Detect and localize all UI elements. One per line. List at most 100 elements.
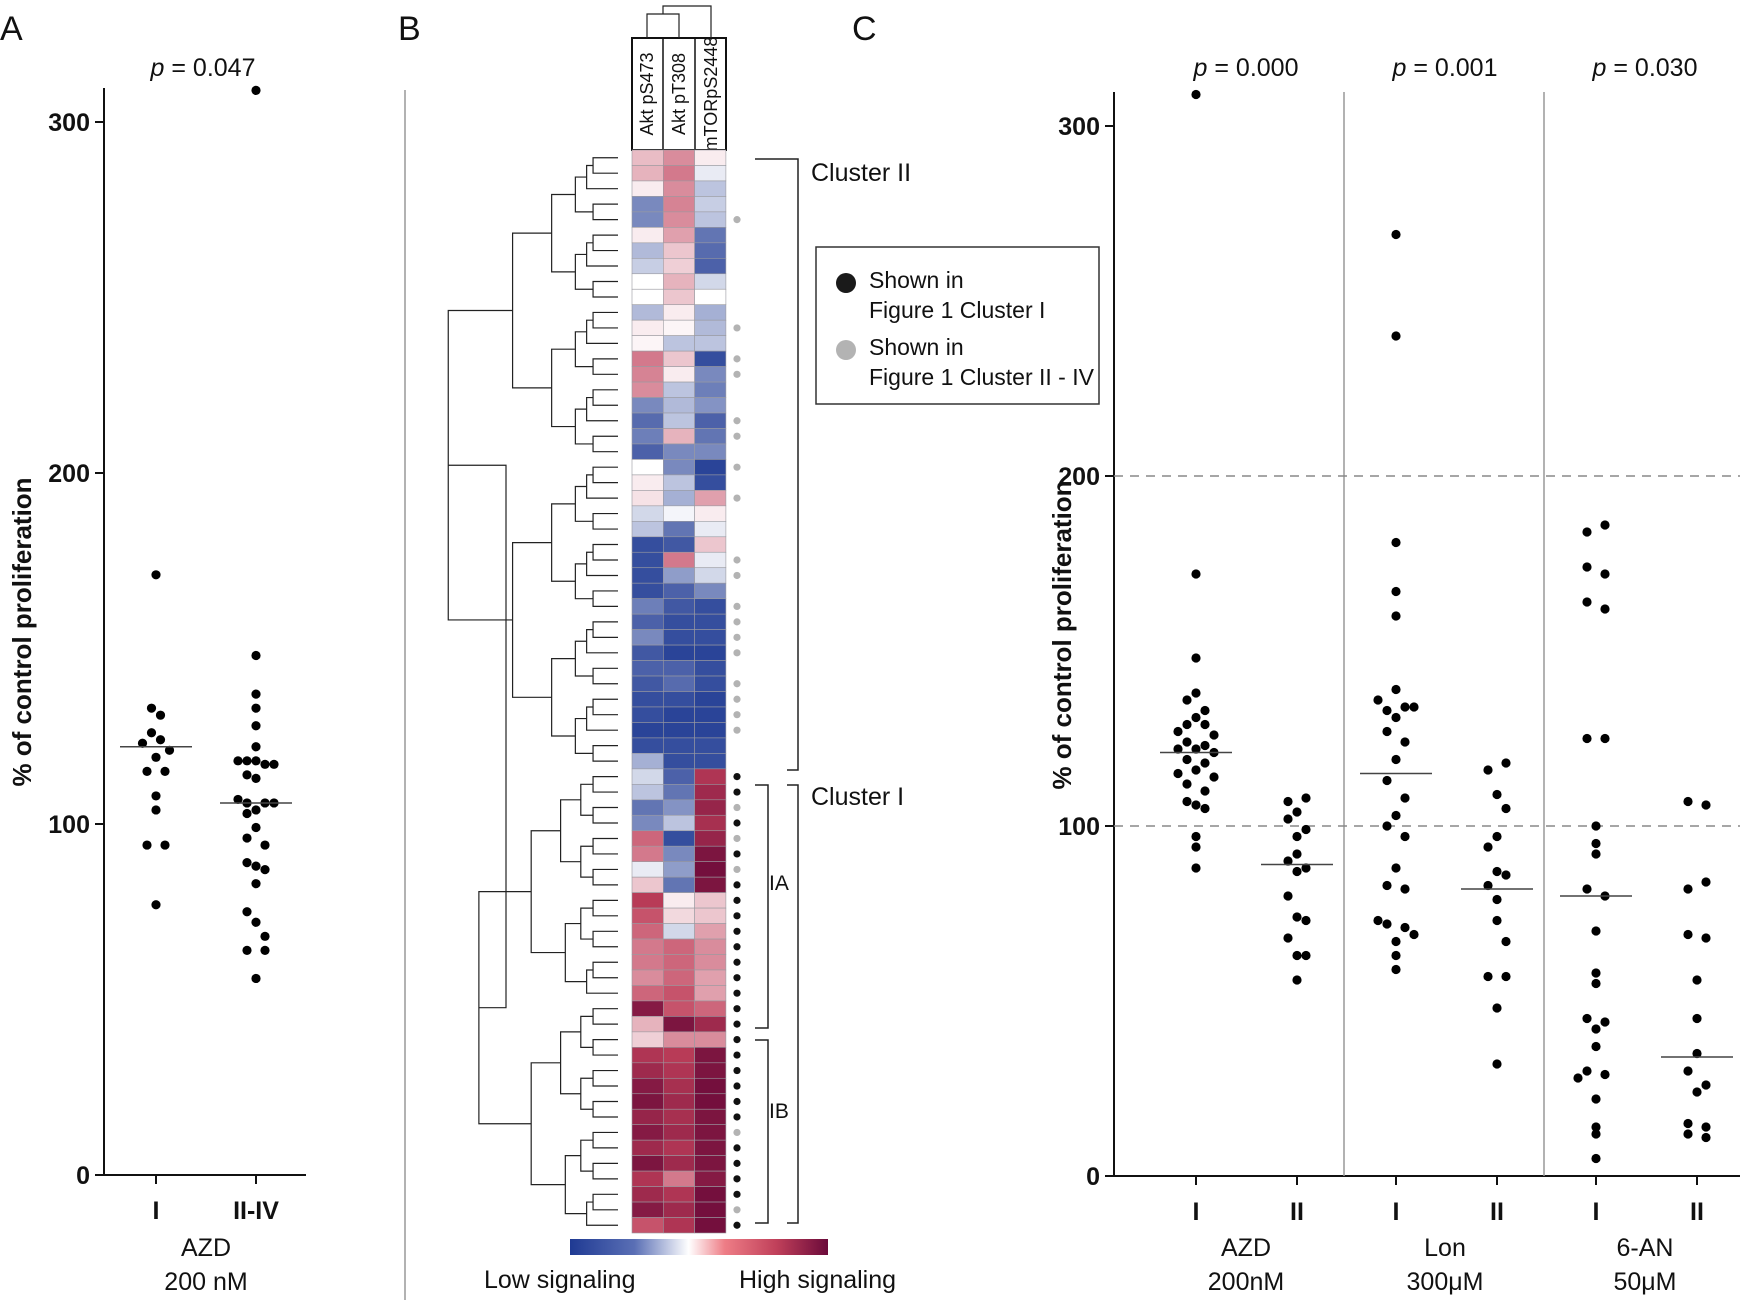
- dendrogram-branch: [574, 640, 594, 677]
- cluster-i-marker: [733, 927, 741, 935]
- data-point: [1501, 870, 1511, 880]
- data-point: [1400, 922, 1410, 933]
- dendrogram-branch: [586, 164, 618, 190]
- data-point: [251, 703, 261, 713]
- dendrogram-branch: [592, 157, 618, 174]
- dendrogram-branch: [592, 1039, 618, 1056]
- heatmap-cell: [694, 257, 727, 275]
- cluster-i-marker: [733, 1020, 741, 1028]
- cluster-i-marker: [733, 1190, 741, 1198]
- dendrogram-branch: [592, 837, 618, 855]
- heatmap-column-akt-pt308: Akt pT308: [669, 53, 689, 135]
- data-point: [137, 738, 148, 748]
- panel-c-condition-6an-line2: 50μM: [1613, 1268, 1676, 1296]
- dendrogram-branch: [580, 783, 594, 816]
- data-point: [1492, 1059, 1502, 1069]
- data-point: [251, 756, 261, 766]
- data-point: [1683, 929, 1693, 940]
- heatmap-cell: [631, 304, 664, 321]
- cluster-ii-iv-marker: [733, 494, 741, 502]
- heatmap-cell: [694, 845, 727, 862]
- x-category-label: I: [1193, 1198, 1200, 1226]
- data-point: [142, 766, 152, 776]
- heatmap-cell: [631, 830, 664, 847]
- data-point: [1683, 1118, 1693, 1129]
- dendrogram-branch: [592, 590, 618, 608]
- dendrogram-branch: [574, 253, 594, 290]
- y-tick-label: 300: [1058, 113, 1100, 141]
- heatmap-cell: [694, 381, 727, 398]
- cluster-i-marker: [733, 1113, 741, 1121]
- data-point: [251, 742, 261, 752]
- heatmap-cell: [631, 675, 664, 692]
- heatmap-cell: [694, 1139, 727, 1156]
- heatmap-cell: [694, 273, 727, 290]
- data-point: [1209, 772, 1219, 782]
- data-point: [260, 945, 270, 955]
- cluster-i-marker: [733, 1051, 741, 1059]
- heatmap-cell: [662, 613, 695, 630]
- data-point: [1200, 758, 1210, 768]
- panel-a-chart: 0 100 200 300 I II-IV % of control prolifera…: [7, 54, 306, 1296]
- dendrogram-branch: [592, 280, 618, 298]
- data-point: [1191, 765, 1201, 775]
- heatmap-cell: [631, 227, 664, 244]
- heatmap-cell: [631, 1093, 664, 1110]
- heatmap-cell: [694, 938, 727, 955]
- heatmap-cell: [631, 521, 664, 538]
- data-point: [1400, 793, 1410, 803]
- dendrogram-branch: [574, 331, 594, 368]
- cluster-ii-iv-marker: [733, 618, 741, 626]
- heatmap-cell: [662, 536, 695, 553]
- heatmap-cell: [631, 753, 664, 770]
- data-point: [1483, 842, 1493, 852]
- legend-grey-dot: [836, 340, 856, 360]
- data-point: [251, 805, 261, 815]
- heatmap-cell: [662, 737, 695, 754]
- heatmap-column-mtor-ps2448: mTORpS2448: [701, 37, 721, 152]
- heatmap-cell: [662, 397, 695, 414]
- dendrogram-branch: [592, 667, 618, 685]
- dendrogram-branch: [592, 358, 618, 375]
- data-point: [1591, 968, 1601, 978]
- heatmap-cell: [631, 938, 664, 955]
- legend-grey-text-2: Figure 1 Cluster II - IV: [869, 364, 1095, 390]
- heatmap-cell: [662, 1047, 695, 1064]
- legend-black-text-2: Figure 1 Cluster I: [869, 297, 1045, 323]
- cluster-i-marker: [733, 819, 741, 827]
- heatmap-cell: [631, 969, 664, 986]
- panel-c-condition-lon-line1: Lon: [1424, 1234, 1466, 1262]
- data-point: [1701, 800, 1711, 810]
- data-point: [242, 907, 252, 917]
- heatmap-cell: [631, 474, 664, 491]
- data-point: [1283, 796, 1293, 807]
- legend-grey-text-1: Shown in: [869, 334, 964, 360]
- dendrogram-branch: [592, 961, 618, 979]
- data-point: [1173, 726, 1183, 737]
- data-point: [1391, 229, 1401, 240]
- cluster-i-marker: [733, 1082, 741, 1090]
- legend-box: [815, 246, 1100, 405]
- data-point: [1391, 936, 1401, 947]
- data-point: [1692, 1013, 1702, 1024]
- cluster-ii-iv-marker: [733, 556, 741, 564]
- data-point: [1400, 831, 1410, 842]
- data-point: [1391, 586, 1401, 597]
- data-point: [1600, 569, 1610, 579]
- cluster-i-marker: [733, 943, 741, 951]
- heatmap-cell: [662, 304, 695, 321]
- data-point: [1492, 1003, 1502, 1013]
- heatmap-cell: [694, 629, 727, 646]
- data-point: [155, 710, 166, 720]
- cluster-i-marker: [733, 1144, 741, 1152]
- dendrogram-root: [448, 464, 507, 1009]
- heatmap-cell: [694, 551, 727, 569]
- data-point: [1301, 863, 1311, 873]
- heatmap-cell: [662, 660, 695, 677]
- data-point: [1283, 814, 1293, 824]
- heatmap-cell: [662, 1031, 695, 1048]
- color-scale-high-label: High signaling: [739, 1266, 896, 1294]
- data-point: [1182, 754, 1192, 765]
- heatmap-cell: [694, 366, 727, 383]
- heatmap-cell: [631, 319, 664, 336]
